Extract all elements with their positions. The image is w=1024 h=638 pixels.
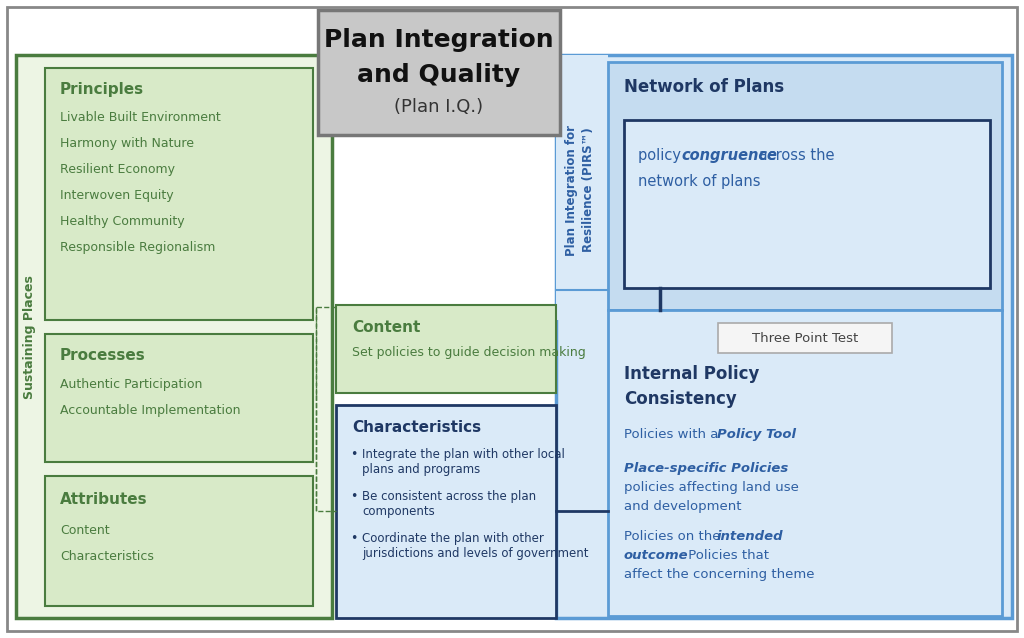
- Bar: [45, 334, 313, 462]
- Text: policies affecting land use: policies affecting land use: [624, 481, 799, 494]
- Text: and development: and development: [624, 500, 741, 513]
- Text: Coordinate the plan with other
jurisdictions and levels of government: Coordinate the plan with other jurisdict…: [362, 532, 589, 560]
- Text: outcome: outcome: [624, 549, 688, 562]
- Text: across the: across the: [754, 148, 835, 163]
- Bar: [608, 62, 1002, 310]
- Bar: [336, 405, 556, 618]
- Text: network of plans: network of plans: [638, 174, 761, 189]
- Text: Set policies to guide decision making: Set policies to guide decision making: [352, 346, 586, 359]
- Text: Responsible Regionalism: Responsible Regionalism: [60, 241, 215, 254]
- Text: and Quality: and Quality: [357, 63, 520, 87]
- Bar: [45, 476, 313, 606]
- Text: Resilient Economy: Resilient Economy: [60, 163, 175, 176]
- Text: Three Point Test: Three Point Test: [752, 332, 858, 345]
- Text: - Policies that: - Policies that: [675, 549, 769, 562]
- Text: intended: intended: [717, 530, 783, 543]
- Text: Harmony with Nature: Harmony with Nature: [60, 137, 194, 150]
- Text: Content: Content: [60, 524, 110, 537]
- Bar: [624, 120, 990, 288]
- Bar: [718, 323, 892, 353]
- Text: policy: policy: [638, 148, 686, 163]
- Text: Sustaining Places: Sustaining Places: [23, 275, 36, 399]
- Text: -: -: [767, 462, 776, 475]
- Text: affect the concerning theme: affect the concerning theme: [624, 568, 814, 581]
- Text: Interwoven Equity: Interwoven Equity: [60, 189, 174, 202]
- Text: Healthy Community: Healthy Community: [60, 215, 184, 228]
- Text: Authentic Participation: Authentic Participation: [60, 378, 203, 391]
- Bar: [318, 10, 560, 135]
- Bar: [556, 55, 1012, 618]
- Text: Internal Policy: Internal Policy: [624, 365, 760, 383]
- Text: Policy Tool: Policy Tool: [717, 428, 796, 441]
- Text: Content: Content: [352, 320, 421, 335]
- Text: Attributes: Attributes: [60, 492, 147, 507]
- Bar: [608, 310, 1002, 616]
- Bar: [45, 68, 313, 320]
- Text: Place-specific Policies: Place-specific Policies: [624, 462, 788, 475]
- Text: (Plan I.Q.): (Plan I.Q.): [394, 98, 483, 116]
- Text: Plan Integration for
Resilience (PIRS™): Plan Integration for Resilience (PIRS™): [565, 124, 595, 255]
- Bar: [556, 55, 608, 320]
- Text: Network of Plans: Network of Plans: [624, 78, 784, 96]
- Text: Integrate the plan with other local
plans and programs: Integrate the plan with other local plan…: [362, 448, 565, 476]
- Text: •: •: [350, 532, 357, 545]
- Text: congruence: congruence: [681, 148, 777, 163]
- Text: Consistency: Consistency: [624, 390, 736, 408]
- Text: Policies on the: Policies on the: [624, 530, 725, 543]
- Text: •: •: [350, 490, 357, 503]
- Text: Principles: Principles: [60, 82, 144, 97]
- Bar: [336, 305, 556, 393]
- Text: Processes: Processes: [60, 348, 145, 363]
- Text: Policies with a: Policies with a: [624, 428, 723, 441]
- Text: Characteristics: Characteristics: [352, 420, 481, 435]
- Text: •: •: [350, 448, 357, 461]
- Text: Accountable Implementation: Accountable Implementation: [60, 404, 241, 417]
- Text: Be consistent across the plan
components: Be consistent across the plan components: [362, 490, 537, 518]
- Bar: [16, 55, 332, 618]
- Text: Livable Built Environment: Livable Built Environment: [60, 111, 221, 124]
- Text: Plan Integration: Plan Integration: [325, 28, 554, 52]
- Text: Characteristics: Characteristics: [60, 550, 154, 563]
